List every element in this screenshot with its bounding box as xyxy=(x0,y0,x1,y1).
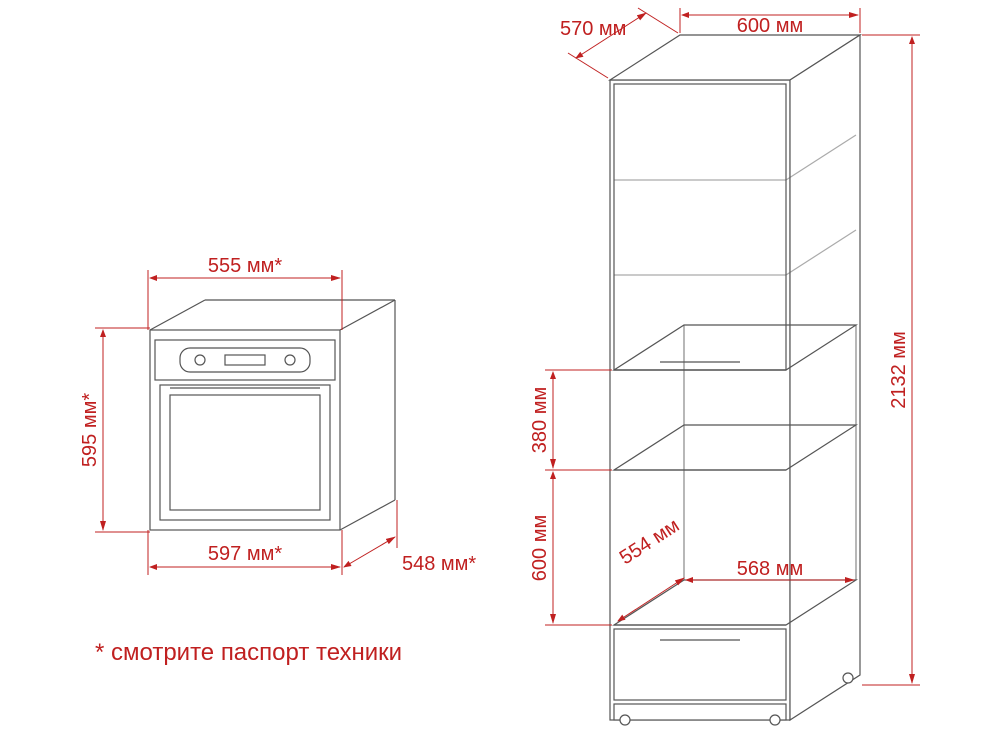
cabinet-height-right: 2132 мм xyxy=(888,331,910,409)
cabinet-depth-top: 570 мм xyxy=(560,18,626,40)
cabinet-niche1-height: 380 мм xyxy=(529,387,551,453)
cabinet-diagram: 570 мм 600 мм 2132 мм 380 мм 600 мм 554 … xyxy=(529,8,920,725)
oven-height-left: 595 мм* xyxy=(79,393,101,467)
oven-width-top: 555 мм* xyxy=(208,255,282,277)
oven-depth-bottom: 548 мм* xyxy=(402,553,476,575)
cabinet-niche2-height: 600 мм xyxy=(529,515,551,581)
oven-diagram: 555 мм* 595 мм* 597 мм* 548 мм* xyxy=(79,255,476,575)
cabinet-niche2-width: 568 мм xyxy=(737,558,803,580)
oven-width-bottom: 597 мм* xyxy=(208,543,282,565)
footnote: * смотрите паспорт техники xyxy=(95,639,402,666)
cabinet-width-top: 600 мм xyxy=(737,15,803,37)
